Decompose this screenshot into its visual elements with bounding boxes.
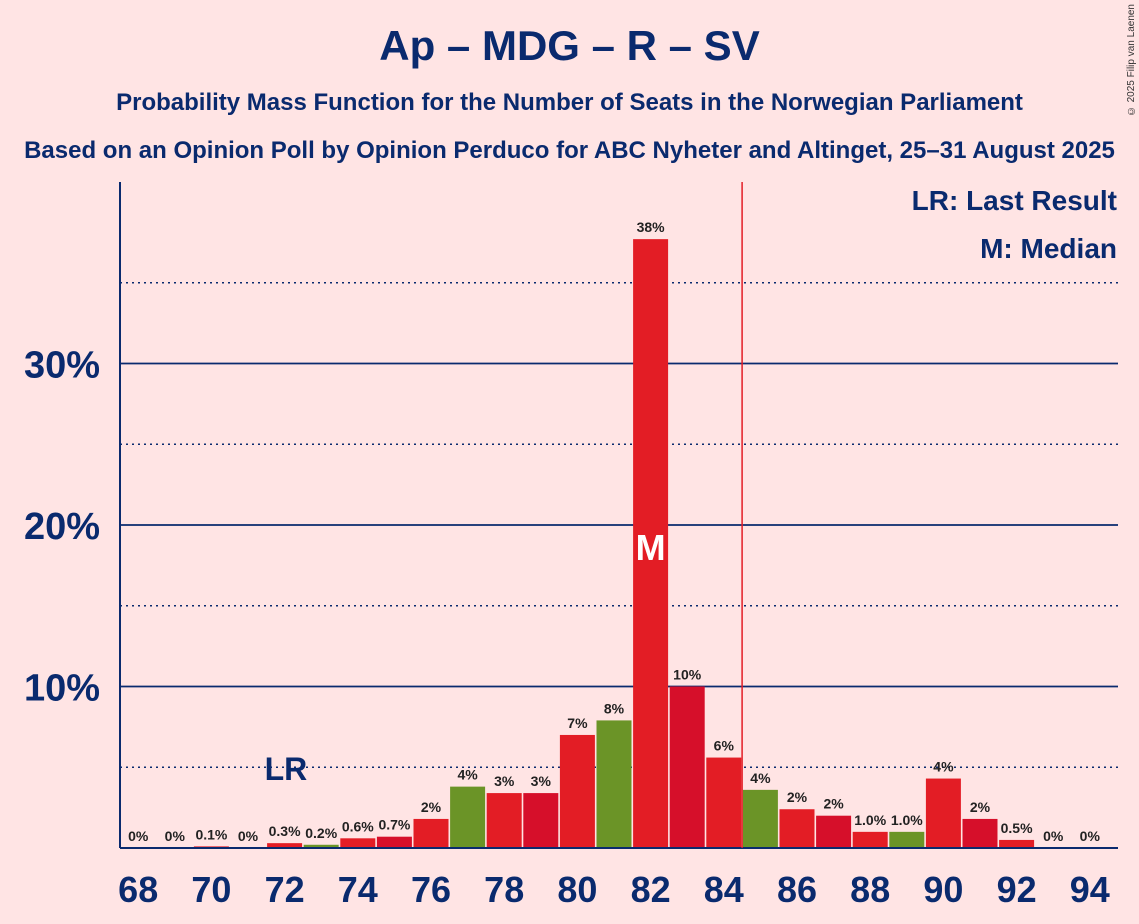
data-label: 6% (714, 738, 735, 754)
x-tick-label: 94 (1070, 869, 1110, 910)
data-label: 2% (970, 799, 991, 815)
bar-seat-80 (559, 734, 595, 848)
bar-seat-77 (450, 786, 486, 848)
bar-seat-90 (925, 778, 961, 848)
data-label: 8% (604, 700, 625, 716)
chart-subtitle: Probability Mass Function for the Number… (116, 89, 1023, 116)
data-label: 0% (1043, 828, 1064, 844)
data-label: 0.1% (195, 826, 227, 842)
data-label: 0% (165, 828, 186, 844)
x-tick-label: 90 (923, 869, 963, 910)
chart-title: Ap – MDG – R – SV (379, 22, 760, 69)
data-label: 0.2% (305, 825, 337, 841)
data-label: 1.0% (891, 812, 923, 828)
y-tick-label: 30% (24, 345, 100, 387)
bar-seat-88 (852, 831, 888, 848)
bar-seat-92 (999, 839, 1035, 848)
data-label: 0% (128, 828, 149, 844)
bar-seat-74 (340, 838, 376, 848)
y-tick-label: 10% (24, 668, 100, 710)
bar-seat-86 (779, 809, 815, 848)
bar-seat-76 (413, 818, 449, 848)
data-label: 3% (494, 773, 515, 789)
data-label: 0.7% (378, 817, 410, 833)
data-label: 4% (933, 759, 954, 775)
x-tick-label: 72 (265, 869, 305, 910)
data-label: 10% (673, 667, 702, 683)
data-label: 4% (457, 767, 478, 783)
legend-last-result: LR: Last Result (912, 185, 1117, 216)
x-tick-label: 76 (411, 869, 451, 910)
data-label: 0% (238, 828, 259, 844)
bar-seat-79 (523, 793, 559, 848)
bar-seat-72 (267, 843, 303, 848)
y-tick-label: 20% (24, 506, 100, 548)
data-label: 2% (823, 796, 844, 812)
bar-seat-83 (669, 686, 705, 848)
bar-seat-91 (962, 818, 998, 848)
data-label: 0.5% (1001, 820, 1033, 836)
chart-subtitle-2: Based on an Opinion Poll by Opinion Perd… (24, 137, 1115, 164)
data-label: 2% (787, 789, 808, 805)
bar-seat-78 (486, 793, 522, 848)
x-tick-label: 74 (338, 869, 378, 910)
median-marker: M (636, 527, 666, 568)
data-label: 4% (750, 770, 771, 786)
data-label: 7% (567, 715, 588, 731)
x-tick-label: 88 (850, 869, 890, 910)
data-label: 1.0% (854, 812, 886, 828)
bar-seat-85 (742, 789, 778, 848)
data-label: 3% (531, 773, 552, 789)
data-label: 0.6% (342, 818, 374, 834)
data-label: 0.3% (269, 823, 301, 839)
bar-seat-89 (889, 831, 925, 848)
data-label: 2% (421, 799, 442, 815)
last-result-marker: LR (265, 751, 308, 787)
bar-seat-81 (596, 720, 632, 848)
bar-seat-82 (633, 239, 669, 848)
x-tick-label: 70 (191, 869, 231, 910)
x-tick-label: 80 (557, 869, 597, 910)
bar-seat-84 (706, 757, 742, 848)
bar-seat-73 (303, 844, 339, 848)
x-tick-label: 92 (997, 869, 1037, 910)
bar-seat-75 (376, 836, 412, 848)
x-tick-label: 68 (118, 869, 158, 910)
x-tick-label: 84 (704, 869, 744, 910)
x-tick-label: 82 (631, 869, 671, 910)
legend-median: M: Median (980, 233, 1117, 264)
bar-seat-87 (816, 815, 852, 848)
x-tick-label: 78 (484, 869, 524, 910)
data-label: 0% (1080, 828, 1101, 844)
data-label: 38% (637, 219, 666, 235)
x-tick-label: 86 (777, 869, 817, 910)
